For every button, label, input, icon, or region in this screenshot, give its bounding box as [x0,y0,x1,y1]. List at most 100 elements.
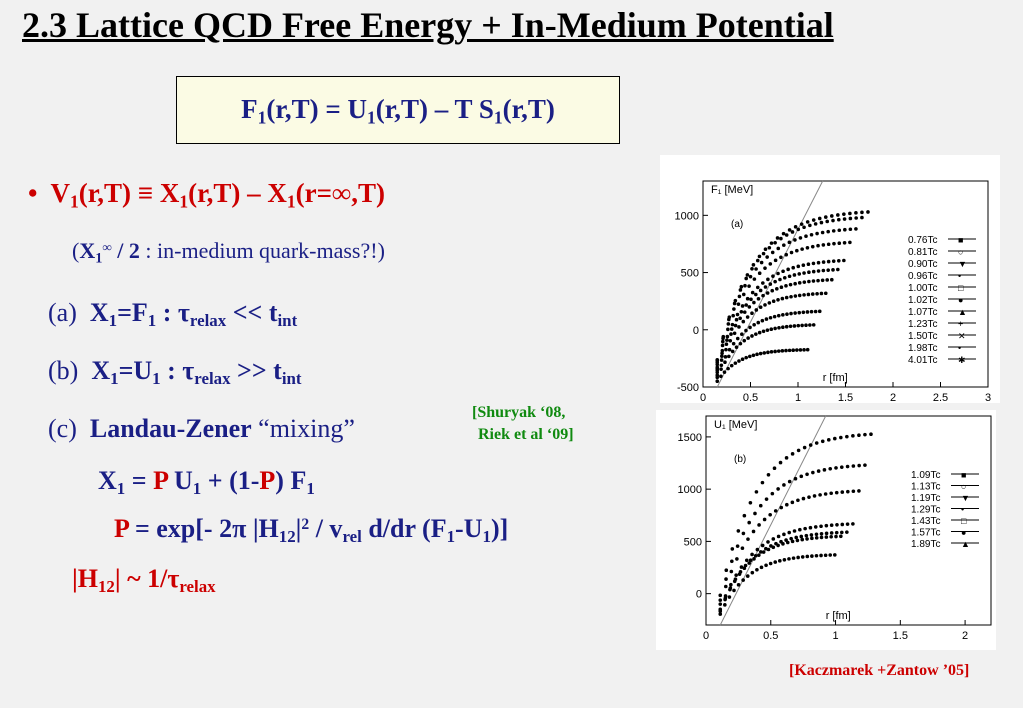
data-point [857,433,861,438]
data-point [762,351,767,355]
data-point [829,214,834,218]
data-point [726,366,730,371]
data-point [745,273,750,277]
data-point [790,539,795,544]
data-point [764,497,769,501]
data-point [792,529,797,533]
data-point [718,598,723,602]
data-point [815,231,819,236]
data-point [723,603,727,607]
data-point [798,236,803,240]
shuryak-citation-line1: [Shuryak ‘08, [472,404,566,421]
data-point [819,524,823,529]
data-point [758,305,763,309]
legend-entry: 0.81Tc [908,247,937,258]
data-point [729,327,734,331]
data-point [797,281,802,285]
legend-entry: 1.00Tc [908,283,937,294]
data-point [860,215,864,220]
x-tick-label: 0.5 [763,630,778,642]
data-point [738,288,743,292]
riek-citation-line2: Riek et al ‘09] [478,426,574,443]
data-point [773,279,777,284]
data-point [811,269,816,274]
data-point [824,531,829,536]
data-point [773,240,777,245]
free-energy-equation-box: F1(r,T) = U1(r,T) – T S1(r,T) [176,76,620,144]
legend-marker: ✕ [958,331,966,341]
data-point [842,212,846,216]
data-point [728,338,733,343]
data-point [746,537,750,541]
data-point [779,285,784,290]
data-point [816,260,821,265]
legend-entry: 1.89Tc [911,539,940,550]
data-point [824,535,829,539]
data-point [793,311,797,315]
data-point [825,278,830,282]
data-point [800,555,805,559]
data-point [782,557,787,562]
data-point [768,561,773,566]
data-point [794,535,799,540]
data-point [843,227,847,232]
data-point [800,323,804,328]
data-point [808,223,812,228]
data-point [823,553,828,558]
data-point [785,502,789,507]
data-point [821,268,826,273]
data-point [784,295,789,300]
data-point [722,370,727,374]
data-point [730,547,735,551]
data-point [766,277,770,282]
data-point [817,309,822,314]
x-axis-label: r [fm] [826,610,851,622]
data-point [854,216,858,220]
data-point [831,229,836,233]
x-tick-label: 1 [832,630,838,642]
mixing-matrix-element: |H12| ~ 1/τrelax [72,564,216,597]
data-point [829,491,833,496]
data-point [720,348,725,353]
data-point [784,284,788,288]
data-point [839,530,844,535]
y-tick-label: 1000 [675,210,699,222]
data-point [758,351,763,356]
data-point [819,291,824,296]
data-point [766,350,770,355]
data-point [751,353,756,358]
data-point [793,294,798,298]
data-point [733,298,738,303]
data-point [818,493,822,497]
data-point [728,587,732,592]
data-point [829,277,834,282]
data-point [845,522,850,526]
data-point [786,267,790,272]
data-point [718,593,723,598]
data-point [724,568,729,572]
data-point [820,278,825,283]
legend-marker: □ [958,283,964,293]
data-point [766,547,771,552]
data-point [781,542,785,546]
data-point [798,348,803,352]
data-point [757,271,762,275]
legend-entry: 0.76Tc [908,235,937,246]
data-point [781,313,785,317]
data-point [741,319,746,324]
panel-label: (a) [731,219,743,230]
data-point [747,305,752,309]
data-point [799,474,804,479]
data-point [802,293,806,297]
data-point [819,531,824,536]
data-point [807,495,811,499]
data-point [800,537,805,542]
data-point [846,489,850,494]
data-point [742,513,747,518]
legend-entry: 0.90Tc [908,259,937,270]
data-point [784,233,789,237]
data-point [792,273,797,277]
data-point [742,310,747,314]
data-point [724,342,729,347]
data-point [823,215,828,219]
